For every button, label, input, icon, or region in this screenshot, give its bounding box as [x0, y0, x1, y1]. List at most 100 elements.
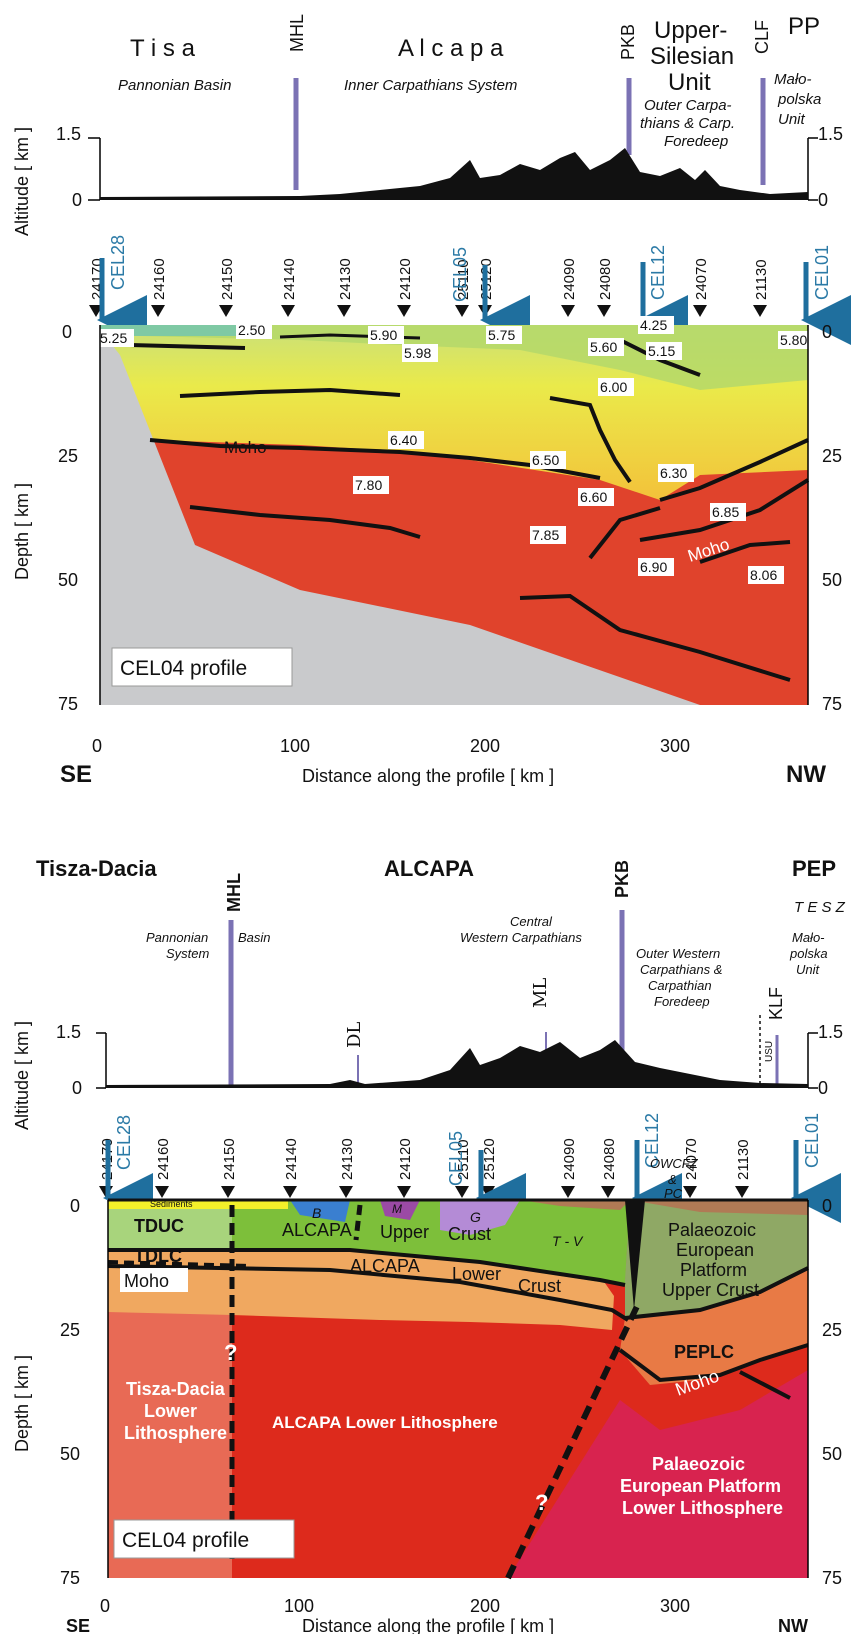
top-profile-box [111, 647, 293, 687]
bot-lbl-q1: ? [224, 1340, 237, 1365]
top-depth-25-r: 25 [822, 446, 842, 466]
top-velocity-label: 6.50 [532, 452, 559, 468]
top-cel12: CEL12 [648, 245, 668, 300]
bot-station-marker [683, 1186, 697, 1198]
top-moho-label: Moho [224, 438, 267, 457]
top-velocity-label: 5.60 [590, 339, 617, 355]
top-unit-upper-silesian-2: Silesian [650, 43, 734, 70]
bot-lbl-g: G [470, 1209, 481, 1225]
top-velocity-box [588, 338, 624, 356]
bot-flysch [520, 1200, 630, 1210]
top-depth-0-r: 0 [822, 322, 832, 342]
top-fault-pkb: PKB [618, 24, 638, 60]
top-alt-tick-0-right: 0 [818, 190, 828, 210]
top-sub-inner: Inner Carpathians System [344, 77, 517, 94]
top-station-marker [281, 305, 295, 317]
top-panel: T i s a A l c a p a Upper- Silesian Unit… [12, 13, 851, 788]
bot-sub-basin: Basin [238, 930, 271, 945]
bot-nw: NW [778, 1616, 808, 1634]
top-sub-pannonian: Pannonian Basin [118, 77, 231, 94]
bot-sub-malo-3: Unit [796, 962, 821, 977]
top-velocity-box [710, 503, 746, 521]
top-unit-pp: PP [788, 13, 820, 40]
bot-profile-box [113, 1519, 295, 1559]
bot-peplc [620, 1268, 808, 1385]
bot-cel-arrows: CEL28 CEL05 CEL12 CEL01 [103, 1113, 841, 1223]
top-depth-50: 50 [58, 570, 78, 590]
top-depth-75: 75 [58, 694, 78, 714]
top-grey-zone [100, 330, 700, 705]
bot-x-200: 200 [470, 1596, 500, 1616]
top-velocity-box [530, 451, 566, 469]
bot-lbl-peplc: PEPLC [674, 1342, 734, 1362]
bot-profile-label: CEL04 profile [122, 1529, 249, 1552]
bot-lbl-q2: ? [535, 1490, 548, 1515]
top-station-label: 24130 [337, 258, 354, 300]
top-cel28: CEL28 [108, 235, 128, 290]
top-velocity-box [368, 326, 404, 344]
bot-lbl-pep-lith-1: Palaeozoic [652, 1454, 745, 1474]
top-velocity-label: 6.30 [660, 465, 687, 481]
bot-lbl-tduc: TDUC [134, 1216, 184, 1236]
bot-depth-50: 50 [60, 1444, 80, 1464]
bot-sub-outer-1: Outer Western [636, 946, 720, 961]
bot-station-label: 24080 [601, 1138, 618, 1180]
bot-body-b [290, 1200, 350, 1222]
bot-lbl-owcfz-2: & [668, 1172, 677, 1187]
top-velocity-label: 7.80 [355, 477, 382, 493]
bot-lbl-tisza-lith-2: Lower [144, 1401, 197, 1421]
bot-lbl-pep-uc-4: Upper Crust [662, 1280, 759, 1300]
bot-fault-pkb: PKB [612, 860, 632, 898]
top-sediment-teal [100, 325, 250, 336]
bot-lbl-alcapa-uc-2: Upper [380, 1222, 429, 1242]
bot-lbl-tdlc: TDLC [134, 1246, 182, 1266]
bot-lbl-owcfz-3: PC [664, 1186, 683, 1201]
bottom-panel: Tisza-Dacia ALCAPA PEP T E S Z MHL PKB K… [12, 856, 846, 1634]
top-station-marker [597, 305, 611, 317]
bot-cel05: CEL05 [446, 1131, 466, 1186]
bot-lbl-sediments: Sediments [150, 1199, 193, 1209]
top-station-marker [337, 305, 351, 317]
bot-x-300: 300 [660, 1596, 690, 1616]
top-sub-outer-2: thians & Carp. [640, 115, 735, 132]
bot-alt-15-l: 1.5 [56, 1022, 81, 1042]
top-cel05: CEL05 [450, 247, 470, 302]
top-x-200: 200 [470, 736, 500, 756]
bot-station-marker [561, 1186, 575, 1198]
top-alt-tick-15-left: 1.5 [56, 124, 81, 144]
bot-unit-tisza: Tisza-Dacia [36, 856, 157, 881]
bot-x-label: Distance along the profile [ km ] [302, 1616, 554, 1634]
top-velocity-label: 5.80 [780, 332, 807, 348]
top-nw: NW [786, 761, 826, 788]
top-fault-clf: CLF [752, 20, 772, 54]
bot-station-label: 24130 [339, 1138, 356, 1180]
top-sub-malo-1: Mało- [774, 71, 812, 88]
top-station-label: 24080 [597, 258, 614, 300]
bot-alt-0-l: 0 [72, 1078, 82, 1098]
top-alt-tick-0-left: 0 [72, 190, 82, 210]
top-velocity-label: 6.90 [640, 559, 667, 575]
bot-station-marker [397, 1186, 411, 1198]
top-cel-arrows: CEL28 CEL05 CEL12 CEL01 [97, 235, 851, 345]
top-velocity-box [486, 326, 522, 344]
bot-station-label: 24120 [397, 1138, 414, 1180]
top-velocity-label: 6.85 [712, 504, 739, 520]
top-profile-label: CEL04 profile [120, 657, 247, 680]
top-depth-0: 0 [62, 322, 72, 342]
bot-station-marker [455, 1186, 469, 1198]
top-velocity-box [402, 344, 438, 362]
bot-x-0: 0 [100, 1596, 110, 1616]
top-velocity-box [638, 316, 674, 334]
top-x-300: 300 [660, 736, 690, 756]
top-velocity-box [530, 526, 566, 544]
bot-sub-pannonian-2: System [166, 946, 210, 961]
bot-fault-ml: ML [530, 978, 551, 1008]
top-station-label: 24090 [561, 258, 578, 300]
top-unit-alcapa: A l c a p a [398, 35, 504, 62]
bot-body-m [380, 1200, 420, 1220]
bot-depth-0-r: 0 [822, 1196, 832, 1216]
bot-sub-pannonian-1: Pannonian [146, 930, 208, 945]
top-sub-outer-3: Foredeep [664, 133, 728, 150]
bot-depth-25: 25 [60, 1320, 80, 1340]
bot-sediments [108, 1200, 288, 1209]
